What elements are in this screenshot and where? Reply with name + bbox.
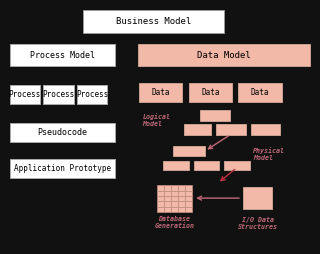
Bar [164,201,171,207]
Bar [185,191,192,196]
Bar [164,196,171,201]
Bar [163,161,189,170]
Bar [243,187,272,209]
Bar [171,196,178,201]
Bar [164,207,171,212]
Text: Business Model: Business Model [116,17,191,26]
Bar [178,201,185,207]
Bar [139,83,182,102]
Bar [43,85,74,104]
Bar [178,196,185,201]
Bar [178,191,185,196]
Bar [173,146,205,156]
Bar [251,124,280,135]
Bar [185,185,192,191]
Bar [83,10,224,33]
Bar [157,201,164,207]
Bar [77,85,107,104]
Bar [224,161,250,170]
Text: Process: Process [76,90,108,99]
Text: Data: Data [251,88,269,97]
Bar [200,110,230,121]
Bar [185,207,192,212]
Bar [171,191,178,196]
Text: Data: Data [201,88,220,97]
Bar [10,159,115,178]
Bar [171,207,178,212]
Text: Process: Process [42,90,75,99]
Text: Data Model: Data Model [197,51,251,60]
Text: Data: Data [152,88,170,97]
Bar [171,185,178,191]
Bar [184,124,211,135]
Bar [10,85,40,104]
Text: Pseudocode: Pseudocode [37,128,87,137]
Bar [164,185,171,191]
Bar [189,83,232,102]
Bar [216,124,246,135]
Bar [157,191,164,196]
Bar [157,185,164,191]
Text: Database
Generation: Database Generation [155,216,195,229]
Bar [10,44,115,66]
Text: Process: Process [9,90,41,99]
Bar [157,196,164,201]
Bar [178,185,185,191]
Bar [171,201,178,207]
Text: Application Prototype: Application Prototype [14,164,111,173]
Bar [157,207,164,212]
Text: Physical
Model: Physical Model [253,147,285,161]
Bar [194,161,219,170]
Text: Logical
Model: Logical Model [142,113,171,127]
Bar [238,83,282,102]
Text: Process Model: Process Model [30,51,95,60]
Bar [164,191,171,196]
Bar [10,123,115,142]
Bar [185,201,192,207]
Bar [138,44,310,66]
Bar [185,196,192,201]
Bar [178,207,185,212]
Text: I/O Data
Structures: I/O Data Structures [238,216,278,230]
